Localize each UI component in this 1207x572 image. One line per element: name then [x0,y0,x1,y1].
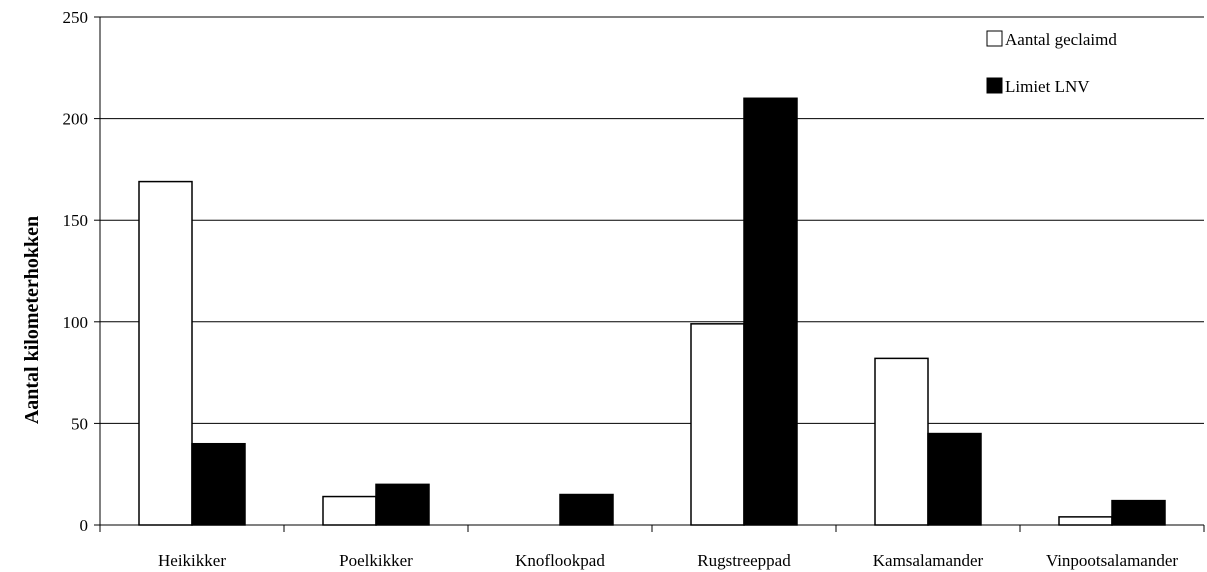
legend: Aantal geclaimd Limiet LNV [986,30,1117,96]
legend-label-limiet: Limiet LNV [1005,77,1090,96]
x-category-labels: Heikikker Poelkikker Knoflookpad Rugstreepp… [158,551,1178,570]
bars [138,97,1166,526]
y-tick-label-100: 100 [63,313,89,332]
y-tick-label-150: 150 [63,211,89,230]
bar-geclaimd-heikikker [138,180,193,526]
bar-geclaimd-vinpootsalamander [1058,516,1113,526]
y-tick-label-200: 200 [63,110,89,129]
y-tick-label-0: 0 [80,516,89,535]
y-tick-labels: 0 50 100 150 200 250 [63,8,89,535]
bar-limiet-vinpootsalamander [1111,499,1166,526]
bar-geclaimd-poelkikker [322,495,377,526]
legend-swatch-limiet [986,77,1003,94]
bar-limiet-knoflookpad [559,493,614,526]
y-axis-label: Aantal kilometerhokken [21,216,43,424]
bar-limiet-heikikker [191,442,246,526]
gridlines [100,16,1204,424]
x-category-label-vinpootsalamander: Vinpootsalamander [1046,551,1178,570]
bar-limiet-poelkikker [375,483,430,526]
x-category-label-heikikker: Heikikker [158,551,226,570]
bar-geclaimd-rugstreeppad [690,323,745,526]
legend-swatch-geclaimd [986,30,1003,47]
axes [94,16,1205,532]
bar-limiet-kamsalamander [927,432,982,526]
x-category-label-poelkikker: Poelkikker [339,551,413,570]
bar-geclaimd-kamsalamander [874,357,929,526]
x-category-label-knoflookpad: Knoflookpad [515,551,605,570]
x-category-label-kamsalamander: Kamsalamander [873,551,984,570]
bar-limiet-rugstreeppad [743,97,798,526]
y-tick-label-50: 50 [71,414,88,433]
y-tick-label-250: 250 [63,8,89,27]
legend-label-geclaimd: Aantal geclaimd [1005,30,1117,49]
x-category-label-rugstreeppad: Rugstreeppad [697,551,791,570]
